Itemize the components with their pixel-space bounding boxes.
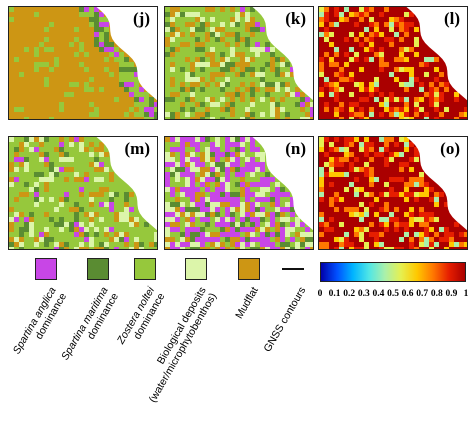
panel-label-m: (m) xyxy=(121,139,153,159)
colorbar-tick-label: 0.6 xyxy=(401,289,414,299)
panel-label-k: (k) xyxy=(282,9,309,29)
map-panel-o-image xyxy=(319,137,467,249)
panel-label-l: (l) xyxy=(440,9,463,29)
panel-label-n: (n) xyxy=(282,139,309,159)
legend-gnss-line xyxy=(282,268,304,270)
panel-label-o: (o) xyxy=(437,139,463,159)
legend-label-mudflat: Mudflat xyxy=(232,285,261,321)
legend-swatch-spartina-anglica xyxy=(35,258,57,280)
colorbar xyxy=(320,262,466,282)
panel-label-j: (j) xyxy=(130,9,153,29)
colorbar-tick-label: 0.3 xyxy=(357,289,370,299)
colorbar-tick-label: 0.2 xyxy=(343,289,356,299)
colorbar-tick-label: 0.5 xyxy=(387,289,399,299)
map-panel-m: (m) xyxy=(8,136,158,250)
legend-label-spartina-anglica: Spartina anglica dominance xyxy=(10,285,69,357)
map-panel-l: (l) xyxy=(318,6,468,120)
colorbar-tick-label: 0.8 xyxy=(430,289,443,299)
legend-label-zostera-noltei: Zostera noltei dominance xyxy=(115,285,168,347)
map-panel-j: (j) xyxy=(8,6,158,120)
colorbar-tick-label: 0 xyxy=(317,289,323,299)
colorbar-tick-label: 0.4 xyxy=(372,289,385,299)
legend-swatch-mudflat xyxy=(238,258,260,280)
legend-swatch-spartina-maritima xyxy=(87,258,109,280)
map-panel-k-image xyxy=(165,7,313,119)
colorbar-tick-label: 0.9 xyxy=(445,289,458,299)
map-panel-n: (n) xyxy=(164,136,314,250)
map-panel-o: (o) xyxy=(318,136,468,250)
legend-label-gnss-contours: GNSS contours xyxy=(261,285,309,355)
colorbar-tick-label: 1 xyxy=(463,289,469,299)
map-panel-k: (k) xyxy=(164,6,314,120)
legend-swatch-zostera-noltei xyxy=(134,258,156,280)
legend-swatch-biological-deposits xyxy=(185,258,207,280)
colorbar-tick-label: 0.1 xyxy=(328,289,341,299)
colorbar-tick-label: 0.7 xyxy=(416,289,429,299)
